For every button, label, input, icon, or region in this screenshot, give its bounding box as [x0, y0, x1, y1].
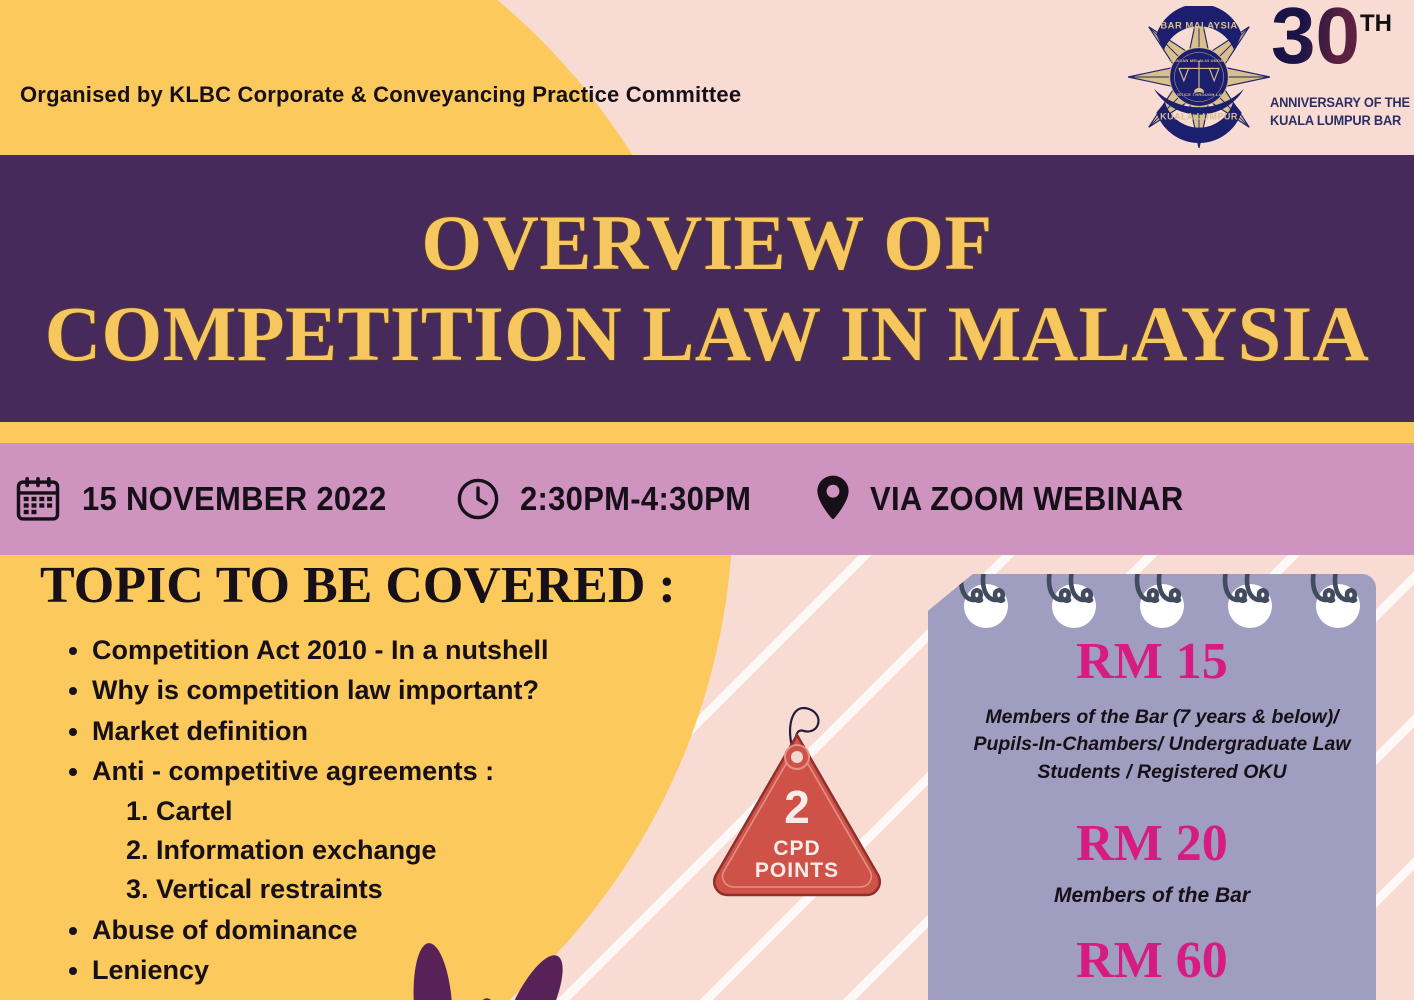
svg-text:BAR MALAYSIA: BAR MALAYSIA: [1160, 21, 1237, 32]
svg-text:2: 2: [784, 781, 810, 833]
svg-text:KUALA LUMPUR: KUALA LUMPUR: [1160, 112, 1238, 122]
svg-text:POINTS: POINTS: [755, 859, 839, 882]
svg-text:CPD: CPD: [773, 837, 820, 860]
svg-text:JUSTICE THROUGH LAW: JUSTICE THROUGH LAW: [1173, 92, 1226, 97]
